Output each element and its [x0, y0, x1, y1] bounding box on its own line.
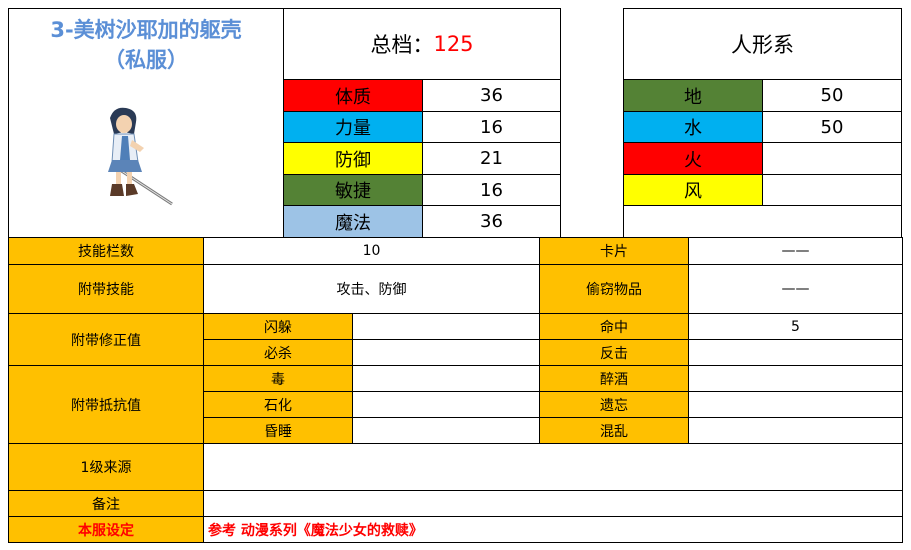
element-label-earth: 地	[623, 79, 763, 112]
resist-poison-value	[352, 365, 540, 392]
skills-value: 攻击、防御	[203, 264, 540, 314]
note-value	[203, 490, 903, 517]
stat-label-agility: 敏捷	[283, 174, 423, 206]
resist-petrify-value	[352, 391, 540, 418]
note-label: 备注	[8, 490, 204, 517]
element-label-fire: 火	[623, 142, 763, 175]
stat-value-magic: 36	[422, 205, 561, 238]
title-line-2: （私服）	[104, 48, 188, 72]
mod-hit-value: 5	[688, 313, 903, 340]
resist-poison-label: 毒	[203, 365, 353, 392]
source-value	[203, 443, 903, 491]
mod-critical-label: 必杀	[203, 339, 353, 366]
card-value: ——	[688, 237, 903, 265]
mod-counter-value	[688, 339, 903, 366]
mod-evade-value	[352, 313, 540, 340]
server-setting-label: 本服设定	[8, 516, 204, 543]
resist-forget-label: 遗忘	[539, 391, 689, 418]
resist-confusion-value	[688, 417, 903, 444]
steal-value: ——	[688, 264, 903, 314]
mod-evade-label: 闪躲	[203, 313, 353, 340]
server-setting-value: 参考 动漫系列《魔法少女的救赎》	[203, 516, 903, 543]
resist-sleep-value	[352, 417, 540, 444]
element-label-water: 水	[623, 111, 763, 143]
resist-forget-value	[688, 391, 903, 418]
mod-hit-label: 命中	[539, 313, 689, 340]
total-label: 总档：	[370, 33, 434, 57]
element-label-wind: 风	[623, 174, 763, 206]
character-sprite	[108, 107, 173, 206]
resist-drunk-value	[688, 365, 903, 392]
card-label: 卡片	[539, 237, 689, 265]
mod-counter-label: 反击	[539, 339, 689, 366]
stat-label-magic: 魔法	[283, 205, 423, 238]
skill-slots-value: 10	[203, 237, 540, 265]
resist-label: 附带抵抗值	[8, 365, 204, 444]
stat-value-agility: 16	[422, 174, 561, 206]
stat-label-constitution: 体质	[283, 79, 423, 112]
resist-petrify-label: 石化	[203, 391, 353, 418]
element-empty-row	[623, 205, 902, 238]
skills-label: 附带技能	[8, 264, 204, 314]
stat-value-defense: 21	[422, 142, 561, 175]
stat-label-defense: 防御	[283, 142, 423, 175]
element-value-wind	[762, 174, 902, 206]
resist-sleep-label: 昏睡	[203, 417, 353, 444]
element-value-water: 50	[762, 111, 902, 143]
title-line-1: 3-美树沙耶加的躯壳	[50, 18, 242, 42]
series-cell: 人形系	[623, 8, 902, 80]
stat-label-strength: 力量	[283, 111, 423, 143]
element-value-earth: 50	[762, 79, 902, 112]
total-cell: 总档： 125	[283, 8, 561, 80]
steal-label: 偷窃物品	[539, 264, 689, 314]
source-label: 1级来源	[8, 443, 204, 491]
total-value: 125	[433, 32, 474, 56]
skill-slots-label: 技能栏数	[8, 237, 204, 265]
stat-value-strength: 16	[422, 111, 561, 143]
stat-value-constitution: 36	[422, 79, 561, 112]
mod-critical-value	[352, 339, 540, 366]
resist-confusion-label: 混乱	[539, 417, 689, 444]
element-value-fire	[762, 142, 902, 175]
title-panel: 3-美树沙耶加的躯壳 （私服）	[8, 8, 284, 238]
modifier-label: 附带修正值	[8, 313, 204, 366]
resist-drunk-label: 醉酒	[539, 365, 689, 392]
